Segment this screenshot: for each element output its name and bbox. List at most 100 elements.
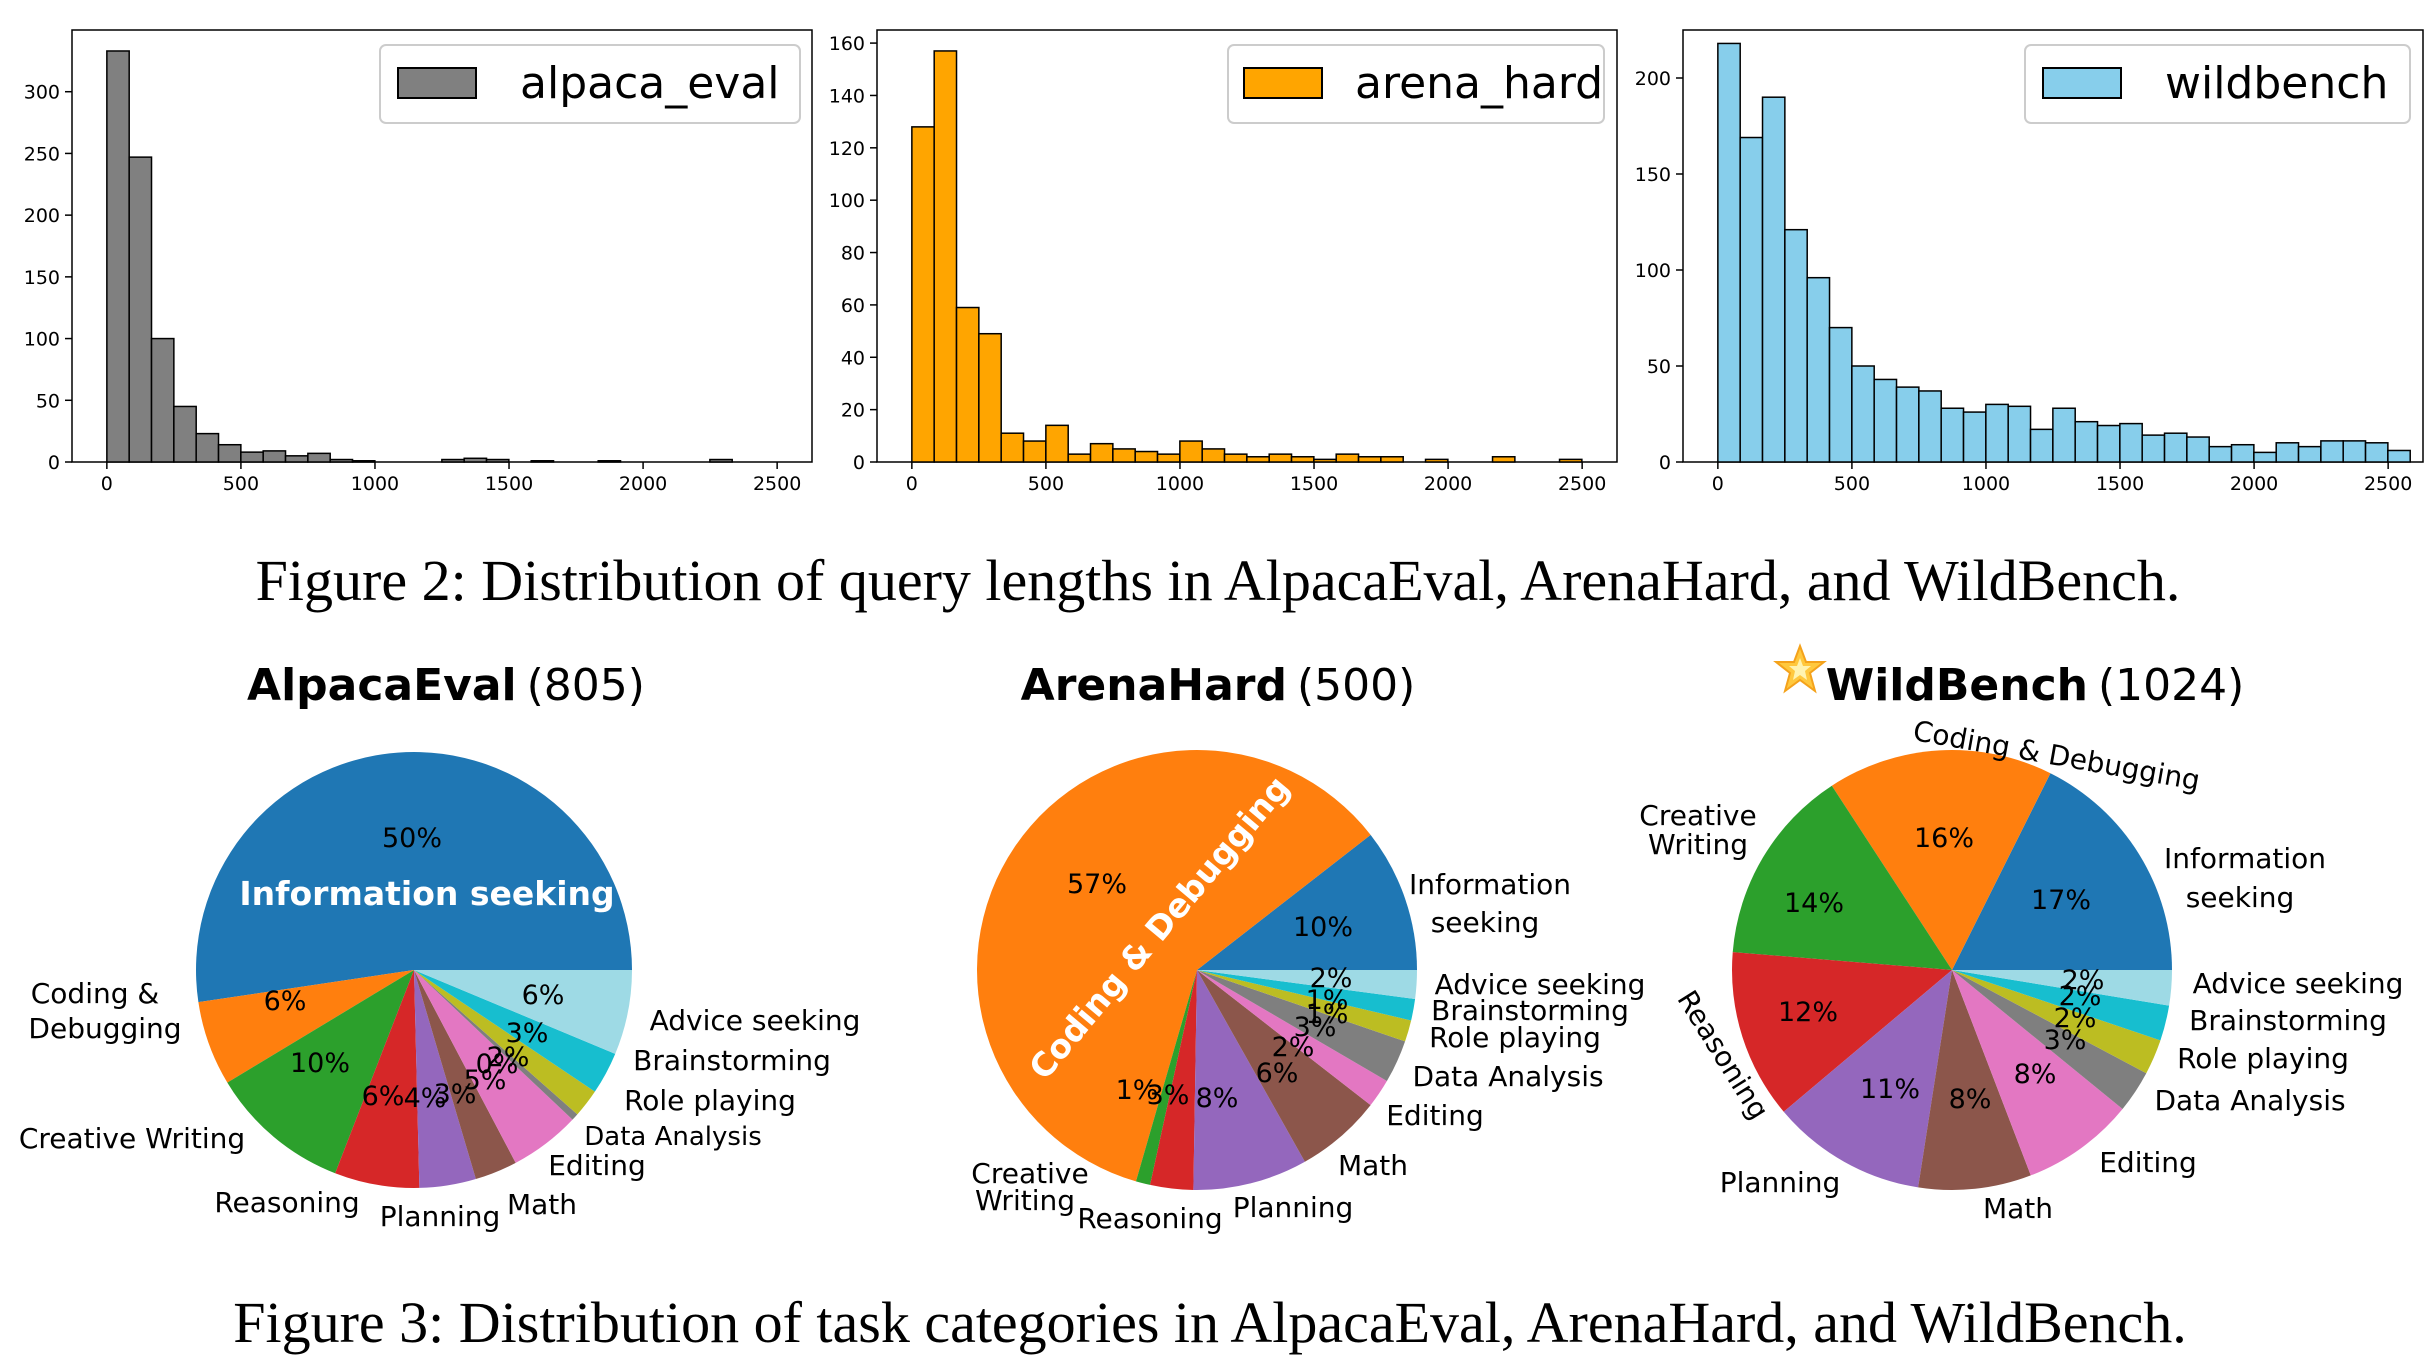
pie-slice xyxy=(1952,773,2172,970)
y-tick-label: 20 xyxy=(841,400,865,422)
histogram-bar xyxy=(1201,448,1226,463)
histogram-bar xyxy=(2141,434,2166,463)
pie-slice xyxy=(1197,970,1371,1162)
label-math: Math xyxy=(1983,1192,2053,1225)
y-tick-label: 50 xyxy=(1647,356,1671,378)
histogram-bar xyxy=(2029,428,2054,463)
histogram-bar xyxy=(1828,326,1853,463)
pie-slice xyxy=(1952,970,2161,1074)
label-creative-1: Creative xyxy=(1639,799,1756,832)
pie-slice xyxy=(195,752,632,1003)
histogram-bar xyxy=(1558,458,1583,463)
slice-percent-label: 14% xyxy=(1784,888,1844,919)
histogram-bar xyxy=(441,458,465,463)
histogram-bar xyxy=(1380,456,1404,463)
slice-percent-label: 2% xyxy=(2062,965,2105,996)
label-math: Math xyxy=(1338,1149,1408,1182)
y-tick-label: 150 xyxy=(1635,164,1671,186)
histogram-bar xyxy=(955,306,980,463)
pie-slice xyxy=(1952,970,2172,1006)
label-information-2: seeking xyxy=(2186,881,2295,914)
label-editing: Editing xyxy=(2099,1146,2197,1179)
legend-swatch xyxy=(2042,67,2122,99)
histogram-bar xyxy=(2074,420,2099,463)
x-tick-label: 0 xyxy=(1712,473,1724,495)
label-planning: Planning xyxy=(1233,1191,1354,1224)
y-tick-label: 100 xyxy=(829,190,865,212)
pie-slice xyxy=(1197,970,1417,1000)
histogram-bar xyxy=(2163,432,2188,463)
label-information-2: seeking xyxy=(1431,906,1540,939)
slice-percent-label: 2% xyxy=(487,1042,530,1073)
label-creative-2: Writing xyxy=(975,1184,1075,1217)
histogram-bar xyxy=(1895,386,1920,463)
pie-slice xyxy=(1783,970,1952,1188)
pie-slice xyxy=(1952,970,2170,1041)
x-tick-label: 2500 xyxy=(2364,473,2412,495)
slice-percent-label: 3% xyxy=(2044,1025,2087,1056)
x-tick-label: 1500 xyxy=(485,473,533,495)
histogram-bar xyxy=(709,458,733,463)
histogram-bar xyxy=(128,156,153,463)
pie-slice xyxy=(335,970,420,1188)
slice-percent-label: 4% xyxy=(404,1083,447,1114)
slice-percent-label: 11% xyxy=(1860,1074,1920,1105)
pie-title-bold: AlpacaEval xyxy=(247,660,517,711)
histogram-arena-hard: 0 500 1000 1500 2000 2500 0 20 40 60 80 100 120 140 1… xyxy=(829,29,1618,495)
y-axis-ticks: 0 50 100 150 200 xyxy=(1635,68,1683,474)
slice-percent-label: 2% xyxy=(1310,963,1353,994)
label-editing: Editing xyxy=(548,1149,646,1182)
histogram-bar xyxy=(1045,424,1069,463)
y-tick-label: 60 xyxy=(841,295,865,317)
x-tick-label: 500 xyxy=(223,473,259,495)
pie-slice xyxy=(1732,952,1952,1112)
pie-slice xyxy=(1831,749,2051,970)
slice-percent-label: 1% xyxy=(1306,985,1349,1016)
label-role-playing: Role playing xyxy=(2177,1042,2349,1075)
pie-slice xyxy=(1193,970,1305,1190)
pie-slice xyxy=(198,970,414,1083)
pie-slice xyxy=(1732,785,1952,970)
y-tick-label: 120 xyxy=(829,138,865,160)
y-tick-label: 250 xyxy=(24,143,60,165)
histogram-bar xyxy=(1335,453,1360,463)
histogram-bar xyxy=(597,460,622,463)
histogram-bar xyxy=(1717,42,1741,463)
histogram-bar xyxy=(1313,458,1337,463)
histogram-bar xyxy=(1156,453,1181,463)
histogram-bar xyxy=(1940,407,1965,463)
pie-slice xyxy=(1135,970,1197,1185)
label-brainstorming: Brainstorming xyxy=(2189,1004,2387,1037)
slice-percent-label: 6% xyxy=(1256,1058,1299,1089)
y-tick-label: 100 xyxy=(24,329,60,351)
pie-slice xyxy=(227,970,414,1174)
slice-percent-label: 6% xyxy=(362,1081,405,1112)
y-tick-label: 0 xyxy=(853,452,865,474)
histogram-bar xyxy=(2275,442,2300,463)
x-tick-label: 1500 xyxy=(1290,473,1338,495)
pie-slice xyxy=(414,970,516,1180)
slice-percent-label: 50% xyxy=(382,823,442,854)
figure-2-caption: Figure 2: Distribution of query lengths … xyxy=(256,548,2181,613)
histogram-bar xyxy=(173,405,197,463)
histogram-bar xyxy=(150,337,175,463)
label-planning: Planning xyxy=(380,1200,501,1233)
histogram-bar xyxy=(2364,442,2389,463)
histogram-bar xyxy=(329,458,354,463)
label-data-analysis: Data Analysis xyxy=(584,1122,761,1152)
legend-label: arena_hard xyxy=(1355,58,1603,109)
y-tick-label: 200 xyxy=(24,205,60,227)
histogram-bar xyxy=(2096,424,2121,463)
histogram-bars xyxy=(911,50,1583,463)
histogram-bar xyxy=(485,458,510,463)
histogram-bar xyxy=(2342,440,2367,463)
x-axis-ticks: 0 500 1000 1500 2000 2500 xyxy=(1712,462,2412,495)
histogram-bar xyxy=(307,452,331,463)
histogram-bar xyxy=(1089,442,1114,463)
histogram-bar xyxy=(1000,432,1025,463)
label-information-1: Information xyxy=(2164,842,2326,875)
pie-slices xyxy=(1732,749,2172,1190)
histogram-bar xyxy=(911,126,935,463)
y-tick-label: 160 xyxy=(829,33,865,55)
slice-percent-label: 5% xyxy=(464,1065,507,1096)
